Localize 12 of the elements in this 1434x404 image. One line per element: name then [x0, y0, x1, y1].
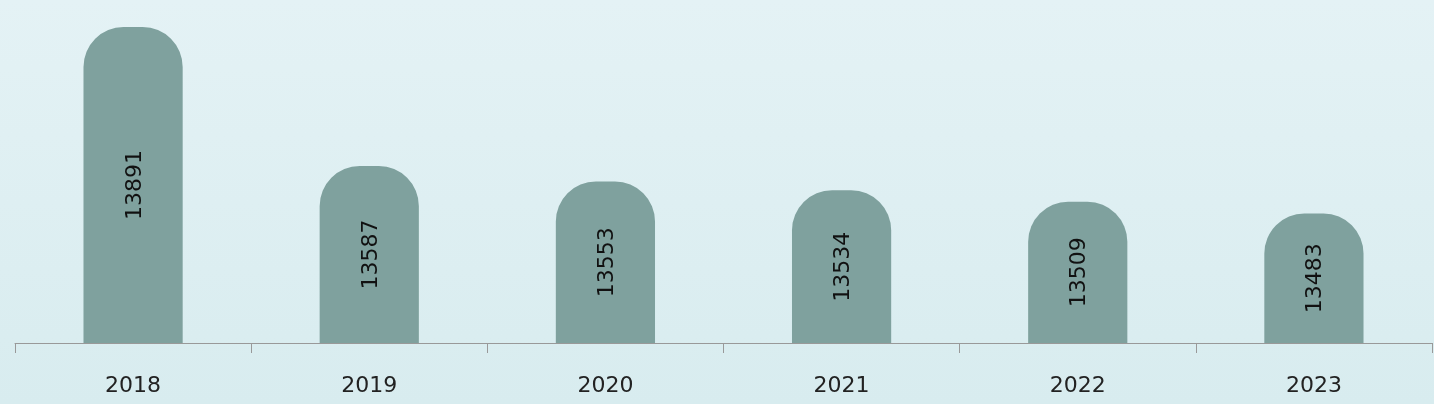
data-label: 13553 — [592, 227, 618, 298]
x-tick-label: 2023 — [1285, 371, 1342, 397]
x-tick-label: 2019 — [341, 371, 398, 397]
data-label: 13509 — [1065, 237, 1091, 308]
data-label: 13483 — [1301, 243, 1327, 314]
data-label: 13587 — [356, 219, 382, 290]
x-tick-label: 2021 — [813, 371, 870, 397]
data-label: 13534 — [829, 231, 855, 302]
data-label: 13891 — [120, 149, 146, 220]
x-tick-label: 2022 — [1049, 371, 1106, 397]
x-tick-label: 2018 — [105, 371, 162, 397]
x-tick-label: 2020 — [577, 371, 634, 397]
